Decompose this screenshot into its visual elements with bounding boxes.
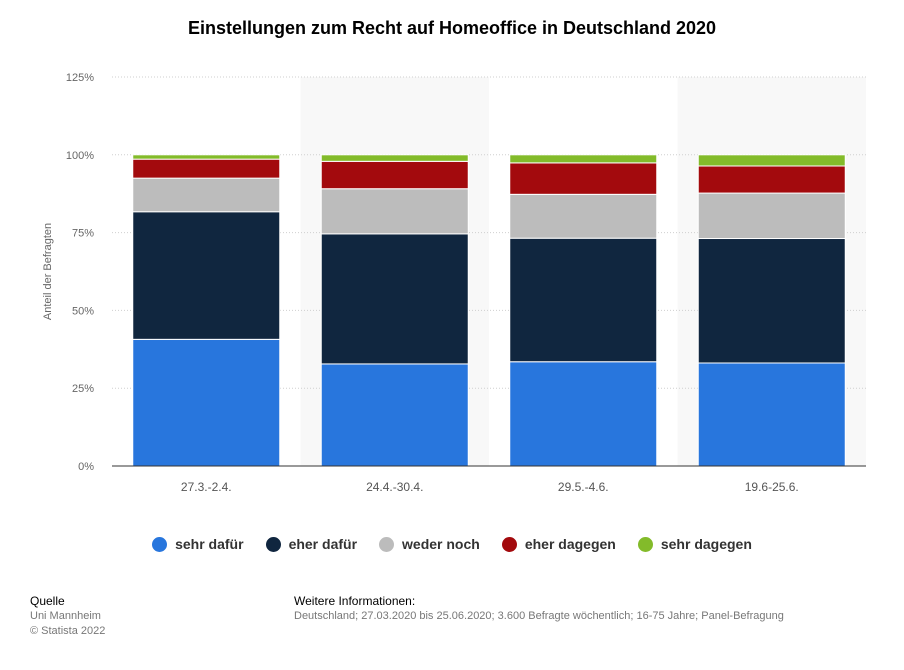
legend-label: sehr dagegen	[660, 536, 752, 552]
y-tick-label: 25%	[72, 383, 94, 395]
bar-segment	[509, 162, 658, 195]
bar-segment	[697, 238, 846, 364]
legend-swatch	[379, 536, 395, 552]
x-tick-label: 29.5.-4.6.	[558, 480, 609, 494]
info-heading: Weitere Informationen:	[294, 594, 416, 608]
legend-item[interactable]: sehr dafür	[152, 536, 244, 552]
bar-segment	[132, 154, 281, 160]
y-tick-label: 100%	[66, 150, 94, 162]
bar-segment	[697, 165, 846, 194]
copyright: © Statista 2022	[30, 625, 106, 637]
x-tick-label: 19.6-25.6.	[745, 480, 799, 494]
bar-segment	[132, 211, 281, 340]
legend-label: weder noch	[402, 536, 480, 552]
info-block: Weitere Informationen: Deutschland; 27.0…	[294, 594, 784, 624]
y-tick-label: 125%	[66, 72, 94, 84]
chart-legend: sehr dafür eher dafür weder noch eher dageg…	[0, 536, 904, 552]
source-block: Quelle Uni Mannheim © Statista 2022	[30, 594, 105, 639]
y-tick-label: 0%	[78, 461, 94, 473]
bar-segment	[697, 154, 846, 167]
bar-segment	[320, 188, 469, 235]
legend-item[interactable]: eher dafür	[265, 536, 358, 552]
y-tick-label: 50%	[72, 305, 94, 317]
legend-label: sehr dafür	[175, 536, 244, 552]
bar-segment	[320, 363, 469, 467]
legend-swatch	[265, 536, 281, 552]
bar-segment	[697, 362, 846, 467]
legend-swatch	[637, 536, 653, 552]
x-tick-label: 24.4.-30.4.	[366, 480, 423, 494]
bar-segment	[509, 193, 658, 239]
bar-segment	[697, 192, 846, 240]
source-heading: Quelle	[30, 594, 65, 608]
bar-segment	[509, 154, 658, 164]
stacked-bar-chart: 0% 25% 50% 75% 100% 125% Anteil der Befragten 2…	[42, 72, 866, 494]
bar-segment	[132, 158, 281, 179]
legend-swatch	[152, 536, 168, 552]
bar-segment	[509, 237, 658, 363]
y-axis-label: Anteil der Befragten	[42, 223, 54, 320]
legend-label: eher dafür	[288, 536, 358, 552]
bar-segment	[320, 154, 469, 162]
x-tick-label: 27.3.-2.4.	[181, 480, 232, 494]
legend-item[interactable]: eher dagegen	[501, 536, 616, 552]
legend-label: eher dagegen	[524, 536, 616, 552]
legend-item[interactable]: weder noch	[379, 536, 480, 552]
bar-segment	[132, 338, 281, 467]
legend-item[interactable]: sehr dagegen	[637, 536, 752, 552]
info-text: Deutschland; 27.03.2020 bis 25.06.2020; …	[294, 610, 784, 622]
legend-swatch	[501, 536, 517, 552]
bar-segment	[132, 177, 281, 213]
bar-segment	[320, 160, 469, 190]
source-name: Uni Mannheim	[30, 610, 101, 622]
bar-segment	[320, 233, 469, 365]
bar-segment	[509, 361, 658, 467]
y-tick-label: 75%	[72, 228, 94, 240]
chart-title: Einstellungen zum Recht auf Homeoffice i…	[187, 18, 717, 38]
